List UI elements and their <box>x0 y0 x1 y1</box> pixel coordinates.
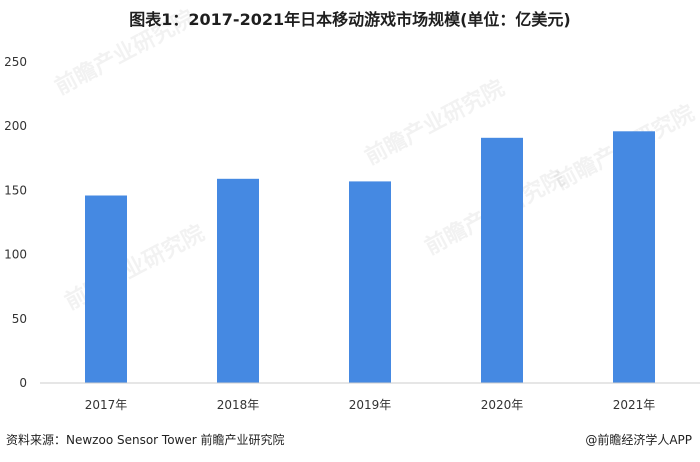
watermark-text: 前瞻产业研究院 <box>51 5 199 100</box>
x-tick-label: 2020年 <box>481 398 524 412</box>
x-tick-labels: 2017年 2018年 2019年 2020年 2021年 <box>85 398 656 412</box>
watermark-text: 前瞻产业研究院 <box>61 220 209 315</box>
bars-group <box>85 131 655 383</box>
footer: 资料来源：Newzoo Sensor Tower 前瞻产业研究院 @前瞻经济学人… <box>6 431 692 448</box>
y-tick-label: 0 <box>19 376 27 390</box>
chart-title: 图表1：2017-2021年日本移动游戏市场规模(单位：亿美元) <box>129 10 571 29</box>
bar-2020年 <box>481 137 523 383</box>
x-tick-label: 2018年 <box>217 398 260 412</box>
bar-2019年 <box>349 181 391 383</box>
x-tick-label: 2019年 <box>349 398 392 412</box>
bar-2017年 <box>85 195 127 383</box>
y-tick-labels: 0 50 100 150 200 250 <box>4 55 27 390</box>
bar-2018年 <box>217 178 259 383</box>
x-tick-label: 2021年 <box>613 398 656 412</box>
credit: @前瞻经济学人APP <box>585 431 692 448</box>
y-tick-label: 150 <box>4 183 27 197</box>
y-tick-label: 100 <box>4 248 27 262</box>
credit-text: @前瞻经济学人APP <box>585 433 692 447</box>
x-tick-label: 2017年 <box>85 398 128 412</box>
y-tick-label: 200 <box>4 119 27 133</box>
y-tick-label: 250 <box>4 55 27 69</box>
source-note: 资料来源：Newzoo Sensor Tower 前瞻产业研究院 <box>6 433 285 447</box>
y-tick-label: 50 <box>12 312 27 326</box>
bar-2021年 <box>613 131 655 383</box>
